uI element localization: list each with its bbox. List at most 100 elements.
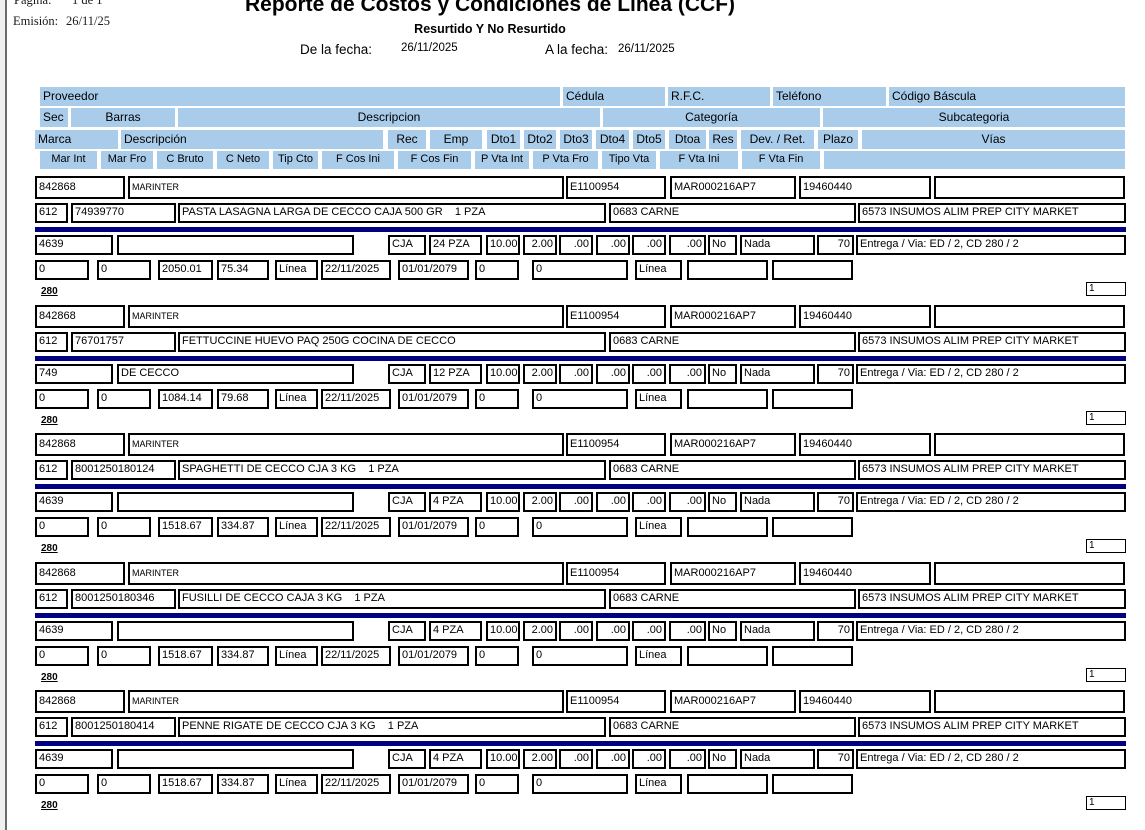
header-cedula: Cédula xyxy=(563,87,665,106)
dc-drilldown-link[interactable]: 280 xyxy=(41,286,58,297)
sec-box: 612 xyxy=(35,460,68,480)
record-separator xyxy=(35,741,1126,746)
header-dto2: Dto2 xyxy=(524,130,556,149)
dev-ret-box: Nada xyxy=(740,492,815,512)
f-cos-ini-box: 22/11/2025 xyxy=(321,517,391,537)
dto5-box: .00 xyxy=(632,620,666,641)
dtoa-box: .00 xyxy=(669,235,706,255)
dto1-box: 10.00 xyxy=(486,492,520,512)
from-date-value: 26/11/2025 xyxy=(401,42,458,54)
mar-fro-box: 0 xyxy=(97,260,151,280)
dto4-box: .00 xyxy=(596,749,630,769)
header-marca: Marca xyxy=(35,130,118,149)
dto2-box: 2.00 xyxy=(523,235,557,255)
marca-box: 4639 xyxy=(35,620,113,641)
f-vta-ini-box xyxy=(687,645,768,666)
p-vta-int-box: 0 xyxy=(475,774,519,794)
f-cos-fin-box: 01/01/2079 xyxy=(398,645,469,666)
emp-box: 4 PZA xyxy=(429,620,482,641)
p-vta-fro-box: 0 xyxy=(532,645,628,666)
header-mar-int: Mar Int xyxy=(40,151,97,169)
rfc-box: MAR000216AP7 xyxy=(670,176,796,199)
res-box: No xyxy=(708,620,737,641)
record-page-number-box: 1 xyxy=(1086,539,1126,553)
telefono-box: 19460440 xyxy=(799,176,931,199)
mar-int-box: 0 xyxy=(35,388,89,409)
c-neto-box: 334.87 xyxy=(217,517,269,537)
f-vta-fin-box xyxy=(772,645,853,666)
header-categoria: Categoría xyxy=(603,108,820,127)
c-neto-box: 334.87 xyxy=(217,774,269,794)
header-proveedor: Proveedor xyxy=(40,87,560,106)
sec-box: 612 xyxy=(35,717,68,737)
dto3-box: .00 xyxy=(559,620,593,641)
header-p-vta-fro: P Vta Fro xyxy=(533,151,598,169)
dto2-box: 2.00 xyxy=(523,363,557,384)
header-res: Res xyxy=(709,130,737,149)
header-dto3: Dto3 xyxy=(560,130,592,149)
header-f-vta-ini: F Vta Ini xyxy=(660,151,738,169)
p-vta-int-box: 0 xyxy=(475,517,519,537)
plazo-box: 70 xyxy=(817,235,854,255)
dto2-box: 2.00 xyxy=(523,749,557,769)
dtoa-box: .00 xyxy=(669,363,706,384)
marca-descripcion-box xyxy=(117,235,354,255)
rfc-box: MAR000216AP7 xyxy=(670,561,796,585)
rec-box: CJA xyxy=(388,749,426,769)
p-vta-fro-box: 0 xyxy=(532,517,628,537)
provider-name-box: MARINTER xyxy=(128,433,564,456)
c-neto-box: 79.68 xyxy=(217,388,269,409)
subcategoria-box: 6573 INSUMOS ALIM PREP CITY MARKET xyxy=(858,331,1126,352)
f-vta-fin-box xyxy=(772,388,853,409)
subcategoria-box: 6573 INSUMOS ALIM PREP CITY MARKET xyxy=(858,717,1126,737)
dc-drilldown-link[interactable]: 280 xyxy=(41,414,58,426)
record-block: 842868 MARINTER E1100954 MAR000216AP7 19… xyxy=(0,433,1145,561)
plazo-box: 70 xyxy=(817,620,854,641)
header-emp: Emp xyxy=(430,130,482,149)
categoria-box: 0683 CARNE xyxy=(609,588,856,609)
from-date-label: De la fecha: xyxy=(300,42,373,57)
cedula-box: E1100954 xyxy=(566,176,666,199)
rec-box: CJA xyxy=(388,492,426,512)
barras-box: 76701757 xyxy=(71,331,176,352)
dc-drilldown-link[interactable]: 280 xyxy=(41,671,58,683)
mar-fro-box: 0 xyxy=(97,774,151,794)
dc-drilldown-link[interactable]: 280 xyxy=(41,543,58,554)
mar-fro-box: 0 xyxy=(97,645,151,666)
header-f-cos-ini: F Cos Ini xyxy=(322,151,394,169)
emp-box: 4 PZA xyxy=(429,492,482,512)
dc-drilldown-link[interactable]: 280 xyxy=(41,800,58,811)
provider-number-box: 842868 xyxy=(35,433,125,456)
c-neto-box: 75.34 xyxy=(217,260,269,280)
f-vta-fin-box xyxy=(772,517,853,537)
dto1-box: 10.00 xyxy=(486,749,520,769)
header-vias: Vías xyxy=(862,130,1125,149)
codigo-bascula-box xyxy=(934,561,1125,585)
header-dto4: Dto4 xyxy=(596,130,629,149)
tipo-vta-box: Línea xyxy=(635,645,682,666)
record-separator xyxy=(35,355,1126,361)
descripcion-box: FUSILLI DE CECCO CAJA 3 KG 1 PZA xyxy=(178,588,606,609)
codigo-bascula-box xyxy=(934,304,1125,328)
f-vta-ini-box xyxy=(687,774,768,794)
subcategoria-box: 6573 INSUMOS ALIM PREP CITY MARKET xyxy=(858,588,1126,609)
vias-box: Entrega / Via: ED / 2, CD 280 / 2 xyxy=(856,235,1126,255)
header-sec: Sec xyxy=(40,108,68,127)
provider-name-box: MARINTER xyxy=(128,690,564,713)
rec-box: CJA xyxy=(388,363,426,384)
to-date-value: 26/11/2025 xyxy=(618,43,675,55)
page-number-value: 1 de 1 xyxy=(72,0,103,7)
telefono-box: 19460440 xyxy=(799,690,931,713)
tip-cto-box: Línea xyxy=(275,388,318,409)
categoria-box: 0683 CARNE xyxy=(609,331,856,352)
telefono-box: 19460440 xyxy=(799,433,931,456)
p-vta-fro-box: 0 xyxy=(532,260,628,280)
res-box: No xyxy=(708,235,737,255)
header-rfc: R.F.C. xyxy=(668,87,770,106)
emp-box: 12 PZA xyxy=(429,363,482,384)
dto3-box: .00 xyxy=(559,749,593,769)
p-vta-int-box: 0 xyxy=(475,645,519,666)
c-bruto-box: 2050.01 xyxy=(158,260,213,280)
descripcion-box: PASTA LASAGNA LARGA DE CECCO CAJA 500 GR… xyxy=(178,203,606,223)
dev-ret-box: Nada xyxy=(740,235,815,255)
